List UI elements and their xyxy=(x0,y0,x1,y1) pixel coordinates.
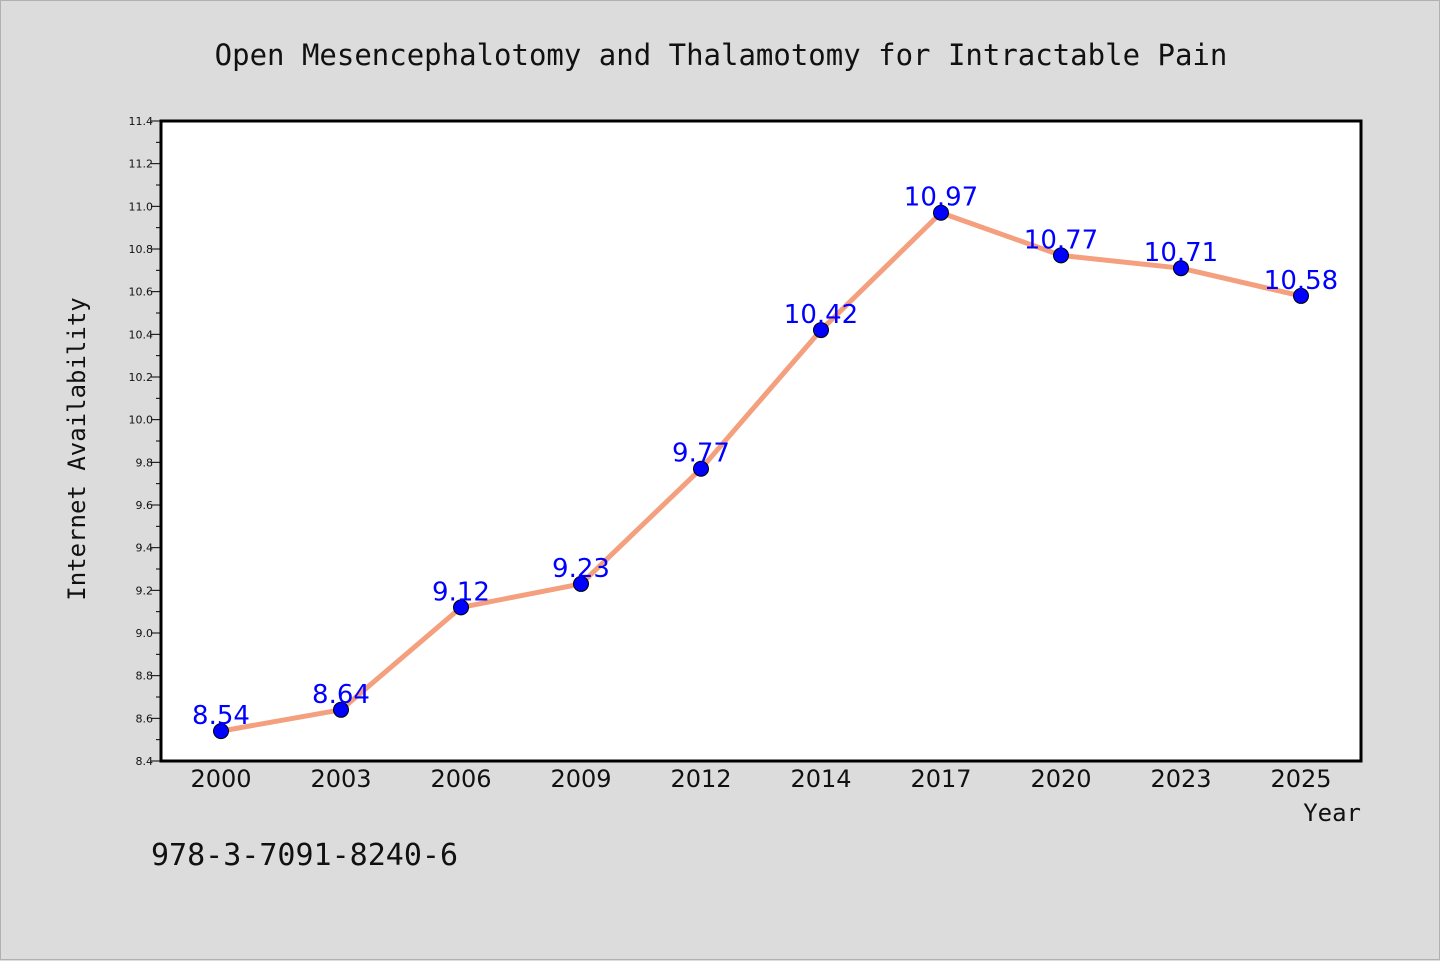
x-tick-label: 2000 xyxy=(190,765,251,793)
data-label: 9.12 xyxy=(432,577,490,607)
data-point xyxy=(1293,287,1309,304)
data-label: 8.64 xyxy=(312,680,370,710)
y-tick-label: 9.4 xyxy=(136,542,154,555)
data-label: 10.71 xyxy=(1144,238,1218,268)
y-tick-label: 8.8 xyxy=(136,670,154,683)
data-label: 9.23 xyxy=(552,554,610,584)
data-label-group: 8.54 8.64 9.12 9.23 9.77 10.42 10.97 10.77 10.71… xyxy=(192,183,1338,731)
y-tick-label: 10.8 xyxy=(129,243,154,256)
x-axis: 2000 2003 2006 2009 2012 2014 2017 2020 2023 2025 xyxy=(190,765,1331,793)
x-tick-label: 2020 xyxy=(1030,765,1091,793)
x-tick-label: 2017 xyxy=(910,765,971,793)
y-tick-label: 9.8 xyxy=(136,456,154,469)
y-tick-label: 10.6 xyxy=(129,286,154,299)
x-tick-label: 2003 xyxy=(310,765,371,793)
data-point xyxy=(1173,260,1189,277)
y-tick-label: 9.6 xyxy=(136,499,154,512)
x-tick-label: 2025 xyxy=(1270,765,1331,793)
isbn-footnote: 978-3-7091-8240-6 xyxy=(151,838,458,873)
data-label: 9.77 xyxy=(672,439,730,469)
y-tick-label: 8.4 xyxy=(136,755,154,768)
data-point xyxy=(333,701,349,718)
x-tick-label: 2006 xyxy=(430,765,491,793)
x-axis-label: Year xyxy=(1303,799,1361,827)
plot-frame xyxy=(159,119,1363,763)
plot-area xyxy=(161,121,1361,761)
x-tick-label: 2014 xyxy=(790,765,851,793)
data-point xyxy=(813,322,829,339)
chart-title: Open Mesencephalotomy and Thalamotomy fo… xyxy=(215,38,1228,72)
x-tick-label: 2023 xyxy=(1150,765,1211,793)
data-label: 10.97 xyxy=(904,183,978,213)
y-tick-label: 10.2 xyxy=(129,371,154,384)
marker-group xyxy=(213,204,1309,740)
data-label: 8.54 xyxy=(192,701,250,731)
y-tick-label: 9.0 xyxy=(136,627,154,640)
data-point xyxy=(693,460,709,477)
data-point xyxy=(1053,247,1069,264)
y-axis: 8.4 8.6 8.8 9.0 9.2 9.4 9.6 9.8 10.0 10.2 10.4 10.6… xyxy=(129,115,161,768)
y-tick-label: 10.0 xyxy=(129,414,154,427)
data-label: 10.42 xyxy=(784,300,858,330)
x-tick-label: 2009 xyxy=(550,765,611,793)
x-tick-label: 2012 xyxy=(670,765,731,793)
y-tick-label: 11.0 xyxy=(129,200,154,213)
data-label: 10.77 xyxy=(1024,225,1098,255)
y-tick-label: 11.2 xyxy=(129,158,154,171)
y-tick-label: 11.4 xyxy=(129,115,154,128)
y-tick-label: 8.6 xyxy=(136,712,154,725)
data-point xyxy=(213,723,229,740)
data-point xyxy=(453,599,469,616)
series-line xyxy=(218,210,1304,734)
data-point xyxy=(933,204,949,221)
data-label: 10.58 xyxy=(1264,266,1338,296)
y-tick-label: 10.4 xyxy=(129,328,154,341)
series-line-group xyxy=(218,210,1304,734)
y-tick-label: 9.2 xyxy=(136,584,154,597)
y-axis-label: Internet Availability xyxy=(63,297,91,600)
data-point xyxy=(573,575,589,592)
